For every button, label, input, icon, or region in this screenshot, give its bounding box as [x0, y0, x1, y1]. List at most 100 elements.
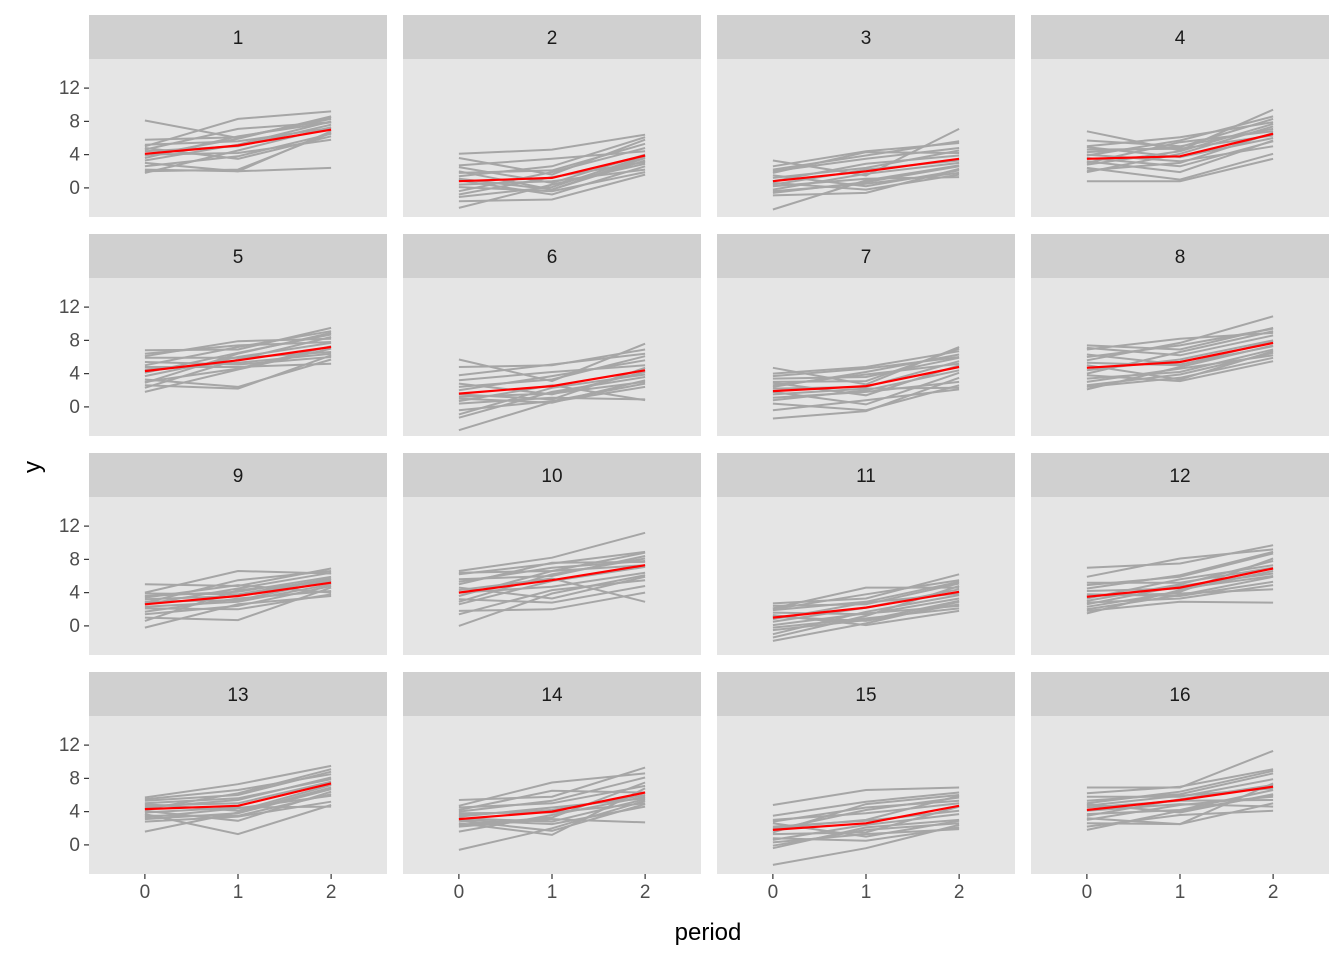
individual-line: [144, 356, 332, 366]
facet-strip-label: 1: [233, 28, 244, 49]
facet-strip-label: 10: [541, 466, 562, 487]
individual-line: [458, 571, 646, 594]
individual-line: [144, 585, 332, 616]
y-tick-label: 4: [69, 583, 80, 604]
facet-strip-label: 15: [855, 685, 876, 706]
individual-line: [144, 805, 332, 814]
plot-panel: [717, 716, 1015, 874]
facet-panel-15: 15 0 1 2: [717, 672, 1015, 903]
individual-line: [144, 764, 332, 799]
individual-line: [144, 132, 332, 168]
x-tick-label: 2: [326, 882, 337, 903]
individual-line: [772, 356, 960, 378]
individual-line: [458, 359, 646, 392]
mean-line: [1086, 785, 1274, 812]
plot-panel: [717, 497, 1015, 655]
facet-strip-label: 2: [547, 28, 558, 49]
facet-strip-label: 6: [547, 247, 558, 268]
mean-line: [1086, 567, 1274, 598]
individual-line: [1086, 795, 1274, 821]
individual-line: [1086, 315, 1274, 362]
facet-strip-label: 5: [233, 247, 244, 268]
mean-line: [772, 365, 960, 393]
mean-line: [772, 590, 960, 619]
facet-panel-8: 8: [1031, 234, 1329, 436]
individual-line: [458, 150, 646, 167]
individual-line: [144, 784, 332, 812]
y-tick-label: 0: [69, 616, 80, 637]
facet-panel-2: 2: [403, 15, 701, 217]
individual-line: [458, 772, 646, 807]
facet-strip-label: 14: [541, 685, 563, 706]
individual-line: [1086, 157, 1274, 183]
facet-strip: [1031, 453, 1329, 497]
mean-line: [1086, 341, 1274, 369]
individual-line: [458, 396, 646, 405]
facet-strip: [403, 234, 701, 278]
y-tick-label: 12: [59, 516, 80, 537]
individual-line: [458, 799, 646, 851]
facet-strip-label: 16: [1169, 685, 1190, 706]
individual-line: [772, 388, 960, 412]
individual-line: [772, 380, 960, 399]
individual-line: [772, 822, 960, 847]
facet-panel-3: 3: [717, 15, 1015, 217]
individual-line: [772, 362, 960, 387]
individual-line: [458, 355, 646, 388]
mean-line: [144, 581, 332, 606]
plot-panel: [717, 278, 1015, 436]
facet-strip-label: 11: [856, 466, 876, 487]
y-tick-label: 8: [69, 111, 80, 132]
individual-line: [772, 794, 960, 834]
individual-line: [458, 805, 646, 826]
facet-strip: [717, 15, 1015, 59]
individual-line: [772, 579, 960, 611]
facet-panel-9: 9 0 4 8 12: [59, 453, 387, 655]
facet-strip: [1031, 15, 1329, 59]
facet-strip: [403, 15, 701, 59]
individual-line: [458, 798, 646, 823]
individual-line: [772, 580, 960, 612]
facet-strip: [403, 453, 701, 497]
individual-line: [1086, 334, 1274, 357]
individual-line: [458, 380, 646, 398]
plot-panel: [1031, 278, 1329, 436]
individual-line: [772, 604, 960, 627]
individual-line: [772, 607, 960, 629]
individual-line: [1086, 588, 1274, 597]
facet-strip: [1031, 234, 1329, 278]
facet-panel-5: 5 0 4 8 12: [59, 234, 387, 436]
individual-line: [772, 165, 960, 194]
individual-line: [458, 787, 646, 836]
plot-panel: [89, 497, 387, 655]
facet-strip: [403, 672, 701, 716]
y-tick-label: 8: [69, 768, 80, 789]
individual-line: [772, 369, 960, 402]
individual-line: [772, 164, 960, 211]
y-tick-label: 8: [69, 549, 80, 570]
facet-strip-label: 12: [1169, 466, 1190, 487]
facet-strip: [89, 453, 387, 497]
facet-strip: [717, 672, 1015, 716]
x-tick-label: 2: [954, 882, 965, 903]
individual-line: [1086, 572, 1274, 606]
facet-strip: [1031, 672, 1329, 716]
individual-line: [1086, 134, 1274, 151]
individual-line: [772, 794, 960, 830]
facet-strip-label: 13: [227, 685, 248, 706]
individual-line: [772, 151, 960, 174]
plot-panel: [403, 59, 701, 217]
individual-line: [144, 110, 332, 148]
mean-line: [144, 128, 332, 155]
x-tick-label: 1: [1175, 882, 1186, 903]
individual-line: [144, 166, 332, 173]
individual-line: [772, 805, 960, 836]
facet-panel-16: 16 0 1 2: [1031, 672, 1329, 903]
individual-line: [458, 784, 646, 809]
individual-line: [458, 147, 646, 193]
individual-line: [144, 768, 332, 811]
individual-line: [458, 591, 646, 612]
individual-line: [458, 557, 646, 603]
